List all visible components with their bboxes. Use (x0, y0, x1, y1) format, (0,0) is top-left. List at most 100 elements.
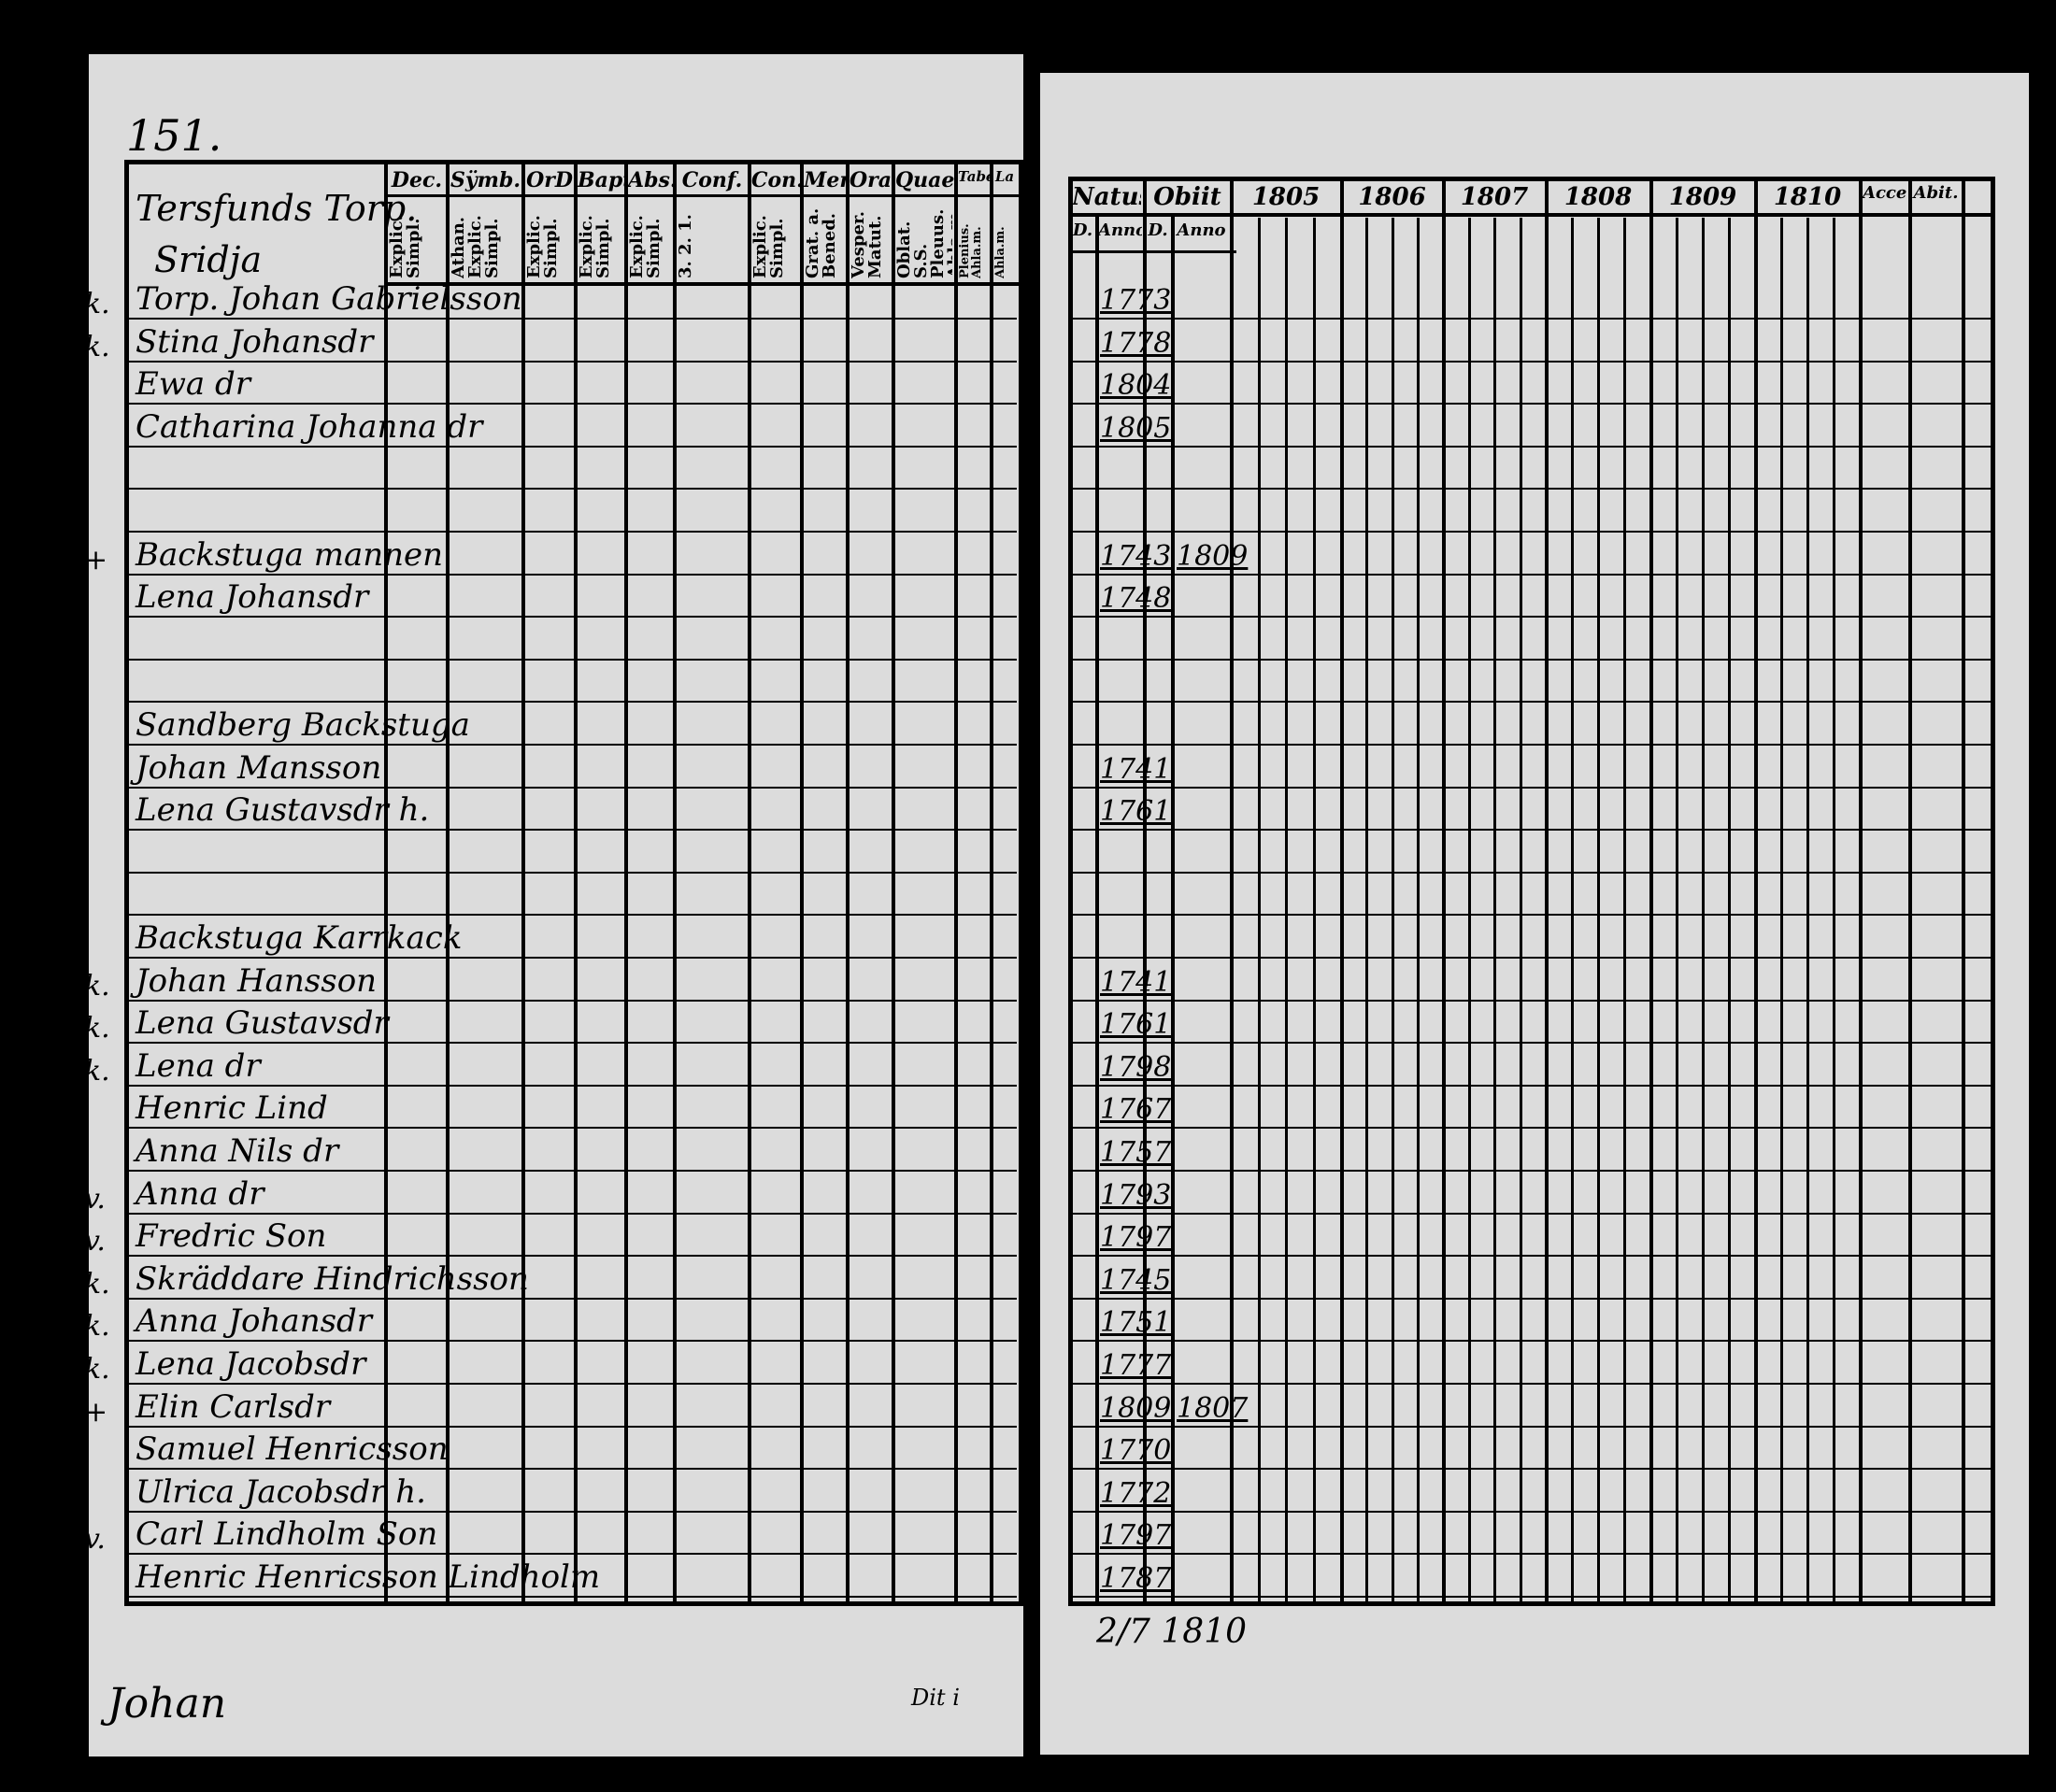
row-rule (129, 786, 1017, 789)
column-subheader: Explic. Simpl. (752, 215, 787, 278)
footer-note: Dit i (911, 1685, 960, 1711)
page-number: 151. (126, 110, 222, 161)
row-rule (129, 658, 1017, 661)
column-divider (892, 160, 895, 1606)
resident-name: Backstuga mannen (136, 535, 444, 574)
row-rule (1073, 1510, 1991, 1513)
row-marker: k. (84, 1267, 110, 1301)
place-subheading: Sridja (154, 239, 263, 280)
column-subheader: Explic. Simpl. (526, 215, 561, 278)
row-rule (1073, 1425, 1991, 1428)
row-rule (1073, 701, 1991, 704)
row-rule (129, 318, 1017, 320)
column-divider (1545, 177, 1549, 1606)
row-rule (1073, 403, 1991, 405)
records-table (1068, 177, 1995, 1606)
row-rule (1073, 616, 1991, 619)
resident-name: Anna dr (136, 1174, 264, 1213)
row-rule (129, 1297, 1017, 1300)
row-rule (1073, 1297, 1991, 1300)
subcolumn-line (1416, 218, 1420, 1605)
row-rule (129, 360, 1017, 363)
left-page: 151. Tersfunds Torp. Sridja Johan Dit i … (84, 54, 1023, 1756)
row-rule (1073, 1340, 1991, 1343)
column-header: Bapt. (578, 168, 624, 192)
column-divider (1230, 177, 1234, 1606)
row-rule (1073, 744, 1991, 746)
subcolumn-line (1806, 218, 1809, 1605)
resident-name: Stina Johansdr (136, 322, 374, 361)
row-rule (1073, 786, 1991, 789)
row-marker: v. (84, 1182, 106, 1216)
resident-name: Carl Lindholm Son (136, 1515, 438, 1554)
row-marker: + (84, 543, 108, 576)
row-rule (129, 1383, 1017, 1385)
resident-name: Henric Lind (136, 1089, 328, 1128)
birth-year: 1778 (1100, 326, 1172, 360)
resident-name: Anna Nils dr (136, 1132, 339, 1170)
column-header: 1809 (1668, 183, 1737, 211)
subcolumn-header: D. (1072, 220, 1093, 240)
row-rule (129, 744, 1017, 746)
birth-year: 1793 (1100, 1178, 1172, 1212)
column-divider (446, 160, 450, 1606)
row-rule (1073, 1553, 1991, 1556)
birth-year: 1772 (1100, 1476, 1172, 1510)
row-rule (129, 616, 1017, 619)
resident-name: Johan Mansson (136, 748, 382, 787)
row-rule (1073, 999, 1991, 1002)
footer-signature: Johan (107, 1680, 227, 1728)
column-divider (624, 160, 628, 1606)
column-header: Quaest. (895, 168, 954, 192)
birth-year: 1777 (1100, 1349, 1172, 1382)
resident-name: Johan Hansson (136, 961, 378, 1000)
birth-year: 1770 (1100, 1434, 1172, 1468)
birth-year: 1805 (1100, 411, 1172, 445)
birth-year: 1787 (1100, 1562, 1172, 1595)
subcolumn-line (1467, 218, 1471, 1605)
row-marker: k. (84, 288, 110, 320)
column-header: Abit. (1913, 183, 1959, 203)
column-divider (1859, 177, 1863, 1606)
column-divider (574, 160, 578, 1606)
row-marker: k. (84, 330, 110, 363)
birth-year: 1797 (1100, 1221, 1172, 1255)
column-header: Conf. (681, 168, 743, 192)
birth-year: 1745 (1100, 1263, 1172, 1297)
column-header: 1805 (1251, 183, 1321, 211)
header-divider (384, 194, 1020, 197)
row-rule (1073, 1468, 1991, 1471)
row-rule (1073, 318, 1991, 320)
birth-year: 1761 (1100, 1008, 1172, 1042)
row-rule (129, 1127, 1017, 1130)
column-header: Dec. (391, 168, 443, 192)
row-marker: k. (84, 1353, 110, 1386)
resident-name: Lena Gustavsdr (136, 1004, 389, 1043)
row-rule (129, 1510, 1017, 1513)
birth-year: 1761 (1100, 795, 1172, 829)
row-rule (129, 701, 1017, 704)
resident-name: Catharina Johanna dr (136, 407, 483, 446)
subcolumn-line (1365, 218, 1369, 1605)
row-rule (1073, 658, 1991, 661)
column-divider (1962, 177, 1965, 1606)
column-divider (990, 160, 993, 1606)
row-marker: k. (84, 969, 110, 1003)
resident-name: Fredric Son (136, 1217, 327, 1256)
subcolumn-line (1597, 218, 1600, 1605)
birth-year: 1804 (1100, 369, 1172, 403)
row-rule (1073, 957, 1991, 959)
row-rule (129, 871, 1017, 874)
row-marker: v. (84, 1523, 106, 1557)
row-rule (1073, 871, 1991, 874)
resident-name: Ewa dr (136, 365, 251, 404)
subcolumn-line (1391, 218, 1394, 1605)
subcolumn-line (1833, 218, 1835, 1605)
column-subheader: Athan. Explic. Simpl. (450, 215, 502, 278)
column-divider (954, 160, 958, 1606)
subcolumn-line (1519, 218, 1522, 1605)
subcolumn-line (1312, 218, 1316, 1605)
column-header: Acces. (1863, 183, 1906, 203)
column-header: Natus (1072, 183, 1141, 211)
row-rule (1073, 1383, 1991, 1385)
